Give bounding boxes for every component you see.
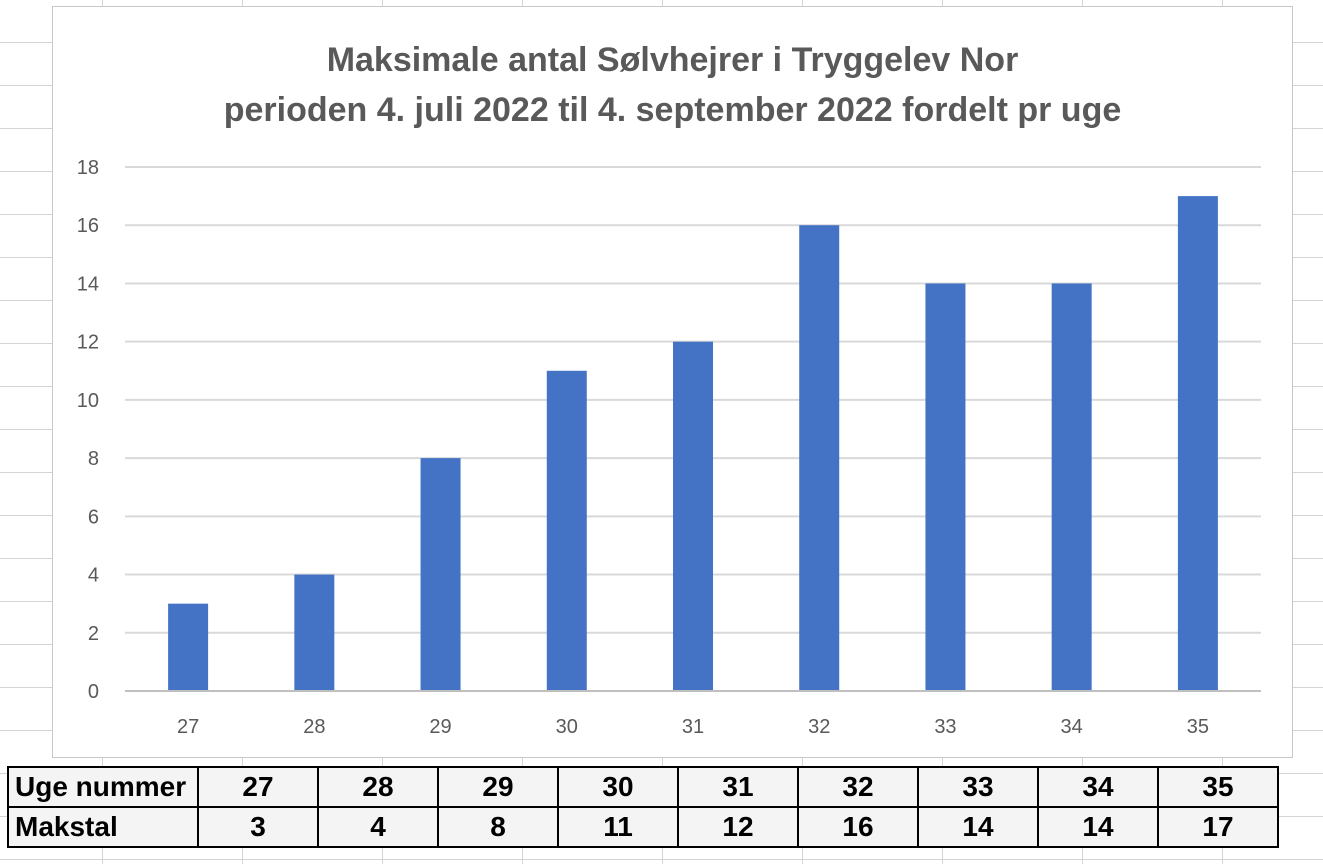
bar: [420, 458, 461, 691]
table-cell-week: 28: [317, 766, 439, 808]
x-tick-label: 33: [934, 716, 956, 738]
table-cell-week: 33: [917, 766, 1039, 808]
x-tick-label: 27: [177, 716, 199, 738]
table-cell-week: 32: [797, 766, 919, 808]
y-tick-label: 2: [88, 623, 99, 645]
y-tick-label: 10: [77, 390, 99, 412]
y-tick-label: 16: [77, 215, 99, 237]
table-cell-week: 31: [677, 766, 799, 808]
data-table: Uge nummer 27 28 29 30 31 32 33 34 35 Ma…: [7, 766, 1279, 848]
table-cell-count: 14: [1037, 806, 1159, 848]
x-tick-label: 30: [556, 716, 578, 738]
x-tick-label: 32: [808, 716, 830, 738]
table-cell-count: 3: [197, 806, 319, 848]
x-tick-label: 35: [1187, 716, 1209, 738]
table-row-counts: Makstal 3 4 8 11 12 16 14 14 17: [7, 806, 1279, 848]
table-cell-count: 17: [1157, 806, 1279, 848]
table-cell-count: 4: [317, 806, 439, 848]
x-tick-label: 28: [303, 716, 325, 738]
chart-title-line-2: perioden 4. juli 2022 til 4. september 2…: [223, 91, 1122, 129]
y-tick-label: 12: [77, 332, 99, 354]
bar-chart: 0 2 4 6 8 10 12 14 16 18 27 28 29 30 31 32 33 34 35: [77, 157, 1261, 738]
row-header-max-count: Makstal: [7, 806, 199, 848]
table-cell-week: 27: [197, 766, 319, 808]
bar: [546, 370, 587, 691]
y-tick-label: 0: [88, 681, 99, 703]
bar: [925, 283, 966, 691]
table-cell-week: 34: [1037, 766, 1159, 808]
bar: [168, 603, 209, 691]
table-cell-week: 35: [1157, 766, 1279, 808]
y-tick-label: 8: [88, 448, 99, 470]
table-cell-count: 14: [917, 806, 1039, 848]
x-tick-label: 29: [429, 716, 451, 738]
y-tick-label: 4: [88, 565, 99, 587]
table-cell-week: 29: [437, 766, 559, 808]
bar: [294, 574, 335, 691]
bar: [673, 341, 713, 691]
table-cell-count: 11: [557, 806, 679, 848]
row-header-week-number: Uge nummer: [7, 766, 199, 808]
chart-area: Maksimale antal Sølvhejrer i Tryggelev N…: [52, 6, 1293, 758]
x-tick-label: 34: [1061, 716, 1083, 738]
table-cell-count: 16: [797, 806, 919, 848]
chart-title-line-1: Maksimale antal Sølvhejrer i Tryggelev N…: [326, 41, 1019, 79]
bar: [1177, 196, 1218, 691]
table-cell-count: 12: [677, 806, 799, 848]
table-row-weeks: Uge nummer 27 28 29 30 31 32 33 34 35: [7, 766, 1279, 808]
y-tick-label: 18: [77, 157, 99, 179]
y-tick-label: 14: [77, 273, 99, 295]
y-tick-label: 6: [88, 506, 99, 528]
bar: [799, 225, 840, 691]
x-tick-label: 31: [682, 716, 704, 738]
table-cell-week: 30: [557, 766, 679, 808]
table-cell-count: 8: [437, 806, 559, 848]
bar: [1051, 283, 1092, 691]
